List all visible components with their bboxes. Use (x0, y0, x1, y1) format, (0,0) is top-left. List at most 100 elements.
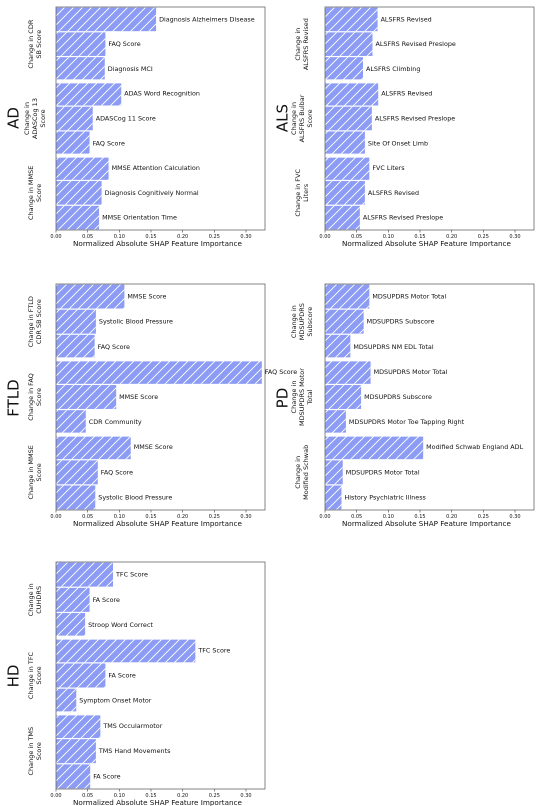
bar-hatch (56, 587, 90, 612)
bar-hatch (325, 284, 370, 309)
bar-label: ADAS Word Recognition (124, 90, 200, 98)
bar-label: FAQ Score (98, 343, 130, 351)
x-tick-label: 0.00 (50, 514, 61, 520)
panel-ftld: FTLD MMSE Score Systolic Blood Pressure FAQ… (5, 283, 297, 528)
bar-hatch (325, 181, 365, 205)
bar-hatch (325, 309, 364, 334)
bar-hatch (56, 32, 106, 56)
disease-title: HD (5, 665, 23, 688)
bar-hatch (56, 334, 95, 359)
bar-label: TFC Score (115, 571, 148, 579)
bar-hatch (56, 663, 106, 688)
bar-hatch (56, 57, 105, 81)
group-label: Change in MMSEScore (27, 166, 43, 220)
bar-hatch (325, 7, 378, 32)
group-label: Change inCUHDRS (27, 583, 43, 616)
bar-label: CDR Community (89, 418, 142, 426)
group-label: Change inModified Schwab (294, 445, 310, 500)
bar-hatch (56, 309, 96, 334)
x-tick-label: 0.20 (446, 234, 457, 240)
bar-hatch (56, 106, 93, 131)
bar-hatch (56, 131, 90, 156)
bar-label: Modified Schwab England ADL (426, 443, 523, 451)
bar-label: TFC Score (197, 646, 230, 654)
bar-label: TMS Hand Movements (98, 747, 171, 755)
bar-label: Diagnosis Alzheimers Disease (159, 15, 255, 23)
group-label: Change inADASCog 13Score (23, 98, 47, 139)
bar-hatch (56, 713, 101, 738)
bar-hatch (325, 485, 342, 510)
x-tick-label: 0.00 (319, 234, 330, 240)
group-label: Change in FAQScore (27, 373, 43, 421)
x-tick-label: 0.20 (446, 514, 457, 520)
bar-hatch (325, 156, 370, 180)
panel-hd: HD TFC Score FA Score Stroop Word Correct Ch… (5, 561, 266, 806)
x-tick-label: 0.20 (177, 234, 188, 240)
x-tick-label: 0.20 (177, 793, 188, 799)
group-label: Change in FTLDCDR SB Score (27, 296, 43, 347)
bar-hatch (325, 106, 372, 131)
bar-hatch (56, 613, 86, 638)
group-label: Change inMDSUPDRSSubscore (290, 303, 314, 340)
x-tick-label: 0.30 (509, 514, 520, 520)
plot-frame (324, 6, 535, 231)
bar-label: MMSE Score (119, 393, 158, 401)
bar-hatch (56, 435, 131, 460)
bar-label: Stroop Word Correct (88, 621, 153, 629)
bar-label: FA Score (93, 772, 120, 780)
plot-frame (55, 283, 266, 511)
bar-hatch (56, 359, 262, 384)
bar-hatch (325, 81, 379, 106)
x-axis-label: Normalized Absolute SHAP Feature Importa… (73, 239, 242, 248)
x-tick-label: 0.15 (414, 234, 425, 240)
bar-hatch (56, 181, 102, 205)
x-tick-label: 0.05 (351, 514, 362, 520)
bar-label: ALSFRS Revised Preslope (375, 115, 455, 123)
x-tick-label: 0.25 (209, 514, 220, 520)
bar-label: Site Of Onset Limb (368, 139, 428, 147)
x-axis-label: Normalized Absolute SHAP Feature Importa… (342, 239, 511, 248)
bar-hatch (56, 460, 98, 485)
x-tick-label: 0.05 (82, 793, 93, 799)
bar-hatch (56, 638, 196, 663)
bar-hatch (325, 32, 373, 56)
bar-label: ALSFRS Revised (381, 15, 432, 23)
group-label: Change in TFCScore (27, 651, 43, 699)
bar-hatch (56, 205, 100, 230)
bar-hatch (325, 385, 362, 409)
group-label: Change in MMSEScore (27, 445, 43, 499)
bar-hatch (56, 7, 157, 32)
x-tick-label: 0.25 (209, 793, 220, 799)
panel-ad: AD Diagnosis Alzheimers Disease FAQ Score D… (5, 6, 266, 248)
bar-label: Systolic Blood Pressure (99, 318, 173, 326)
x-tick-label: 0.25 (209, 234, 220, 240)
bar-hatch (56, 410, 86, 435)
panel-pd: PD MDSUPDRS Motor Total MDSUPDRS Subscore M… (274, 283, 535, 528)
disease-title: PD (274, 388, 292, 409)
bar-label: MDSUPDRS Subscore (367, 318, 435, 326)
group-label: Change inALSFRS BulbarScore (290, 94, 314, 142)
group-label: Change inALSFRS Revised (294, 18, 310, 70)
bar-hatch (56, 688, 77, 713)
panel-als: ALS ALSFRS Revised ALSFRS Revised Preslope… (274, 6, 535, 248)
x-tick-label: 0.25 (478, 234, 489, 240)
bar-hatch (325, 435, 424, 460)
bar-label: ALSFRS Revised (368, 189, 419, 197)
bar-label: FAQ Score (108, 40, 140, 48)
x-tick-label: 0.15 (145, 793, 156, 799)
group-label: Change in FVCLiters (294, 169, 310, 217)
x-tick-label: 0.30 (240, 793, 251, 799)
x-tick-label: 0.00 (319, 514, 330, 520)
bar-label: Symptom Onset Motor (79, 697, 152, 705)
plot-frame (324, 283, 535, 511)
x-axis-label: Normalized Absolute SHAP Feature Importa… (73, 798, 242, 806)
x-tick-label: 0.30 (509, 234, 520, 240)
plot-frame (55, 561, 266, 790)
bar-hatch (56, 562, 113, 587)
bar-label: FAQ Score (93, 139, 125, 147)
bar-hatch (325, 410, 346, 435)
bar-hatch (56, 485, 96, 510)
bar-label: MDSUPDRS Motor Total (372, 293, 446, 301)
disease-title: AD (5, 107, 23, 129)
